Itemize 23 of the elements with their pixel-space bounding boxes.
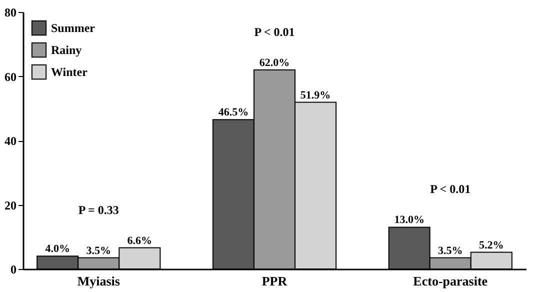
data-label: 6.6% — [127, 234, 152, 247]
y-tick-label: 80 — [4, 6, 16, 20]
y-tick-label: 20 — [4, 198, 16, 212]
x-tick-label: Myiasis — [77, 274, 120, 288]
annotation: P < 0.01 — [430, 182, 471, 196]
data-label: 62.0% — [259, 56, 290, 69]
annotation: P = 0.33 — [78, 202, 119, 217]
y-tick-label: 0 — [10, 262, 16, 276]
y-tick-label: 40 — [4, 134, 16, 148]
y-tick-label: 60 — [4, 70, 16, 84]
annotation: P < 0.01 — [254, 24, 295, 39]
data-label: 13.0% — [394, 214, 424, 226]
data-label: 51.9% — [300, 89, 331, 102]
x-tick-label: PPR — [262, 274, 288, 288]
legend-label: Winter — [51, 65, 88, 79]
data-label: 4.0% — [45, 243, 70, 256]
legend-label: Summer — [51, 21, 96, 35]
legend-label: Rainy — [51, 43, 82, 57]
data-label: 3.5% — [438, 244, 463, 257]
x-tick-label: Ecto-parasite — [413, 274, 488, 288]
data-label: 46.5% — [218, 106, 249, 119]
data-label: 3.5% — [86, 244, 111, 257]
data-label: 5.2% — [479, 239, 504, 252]
